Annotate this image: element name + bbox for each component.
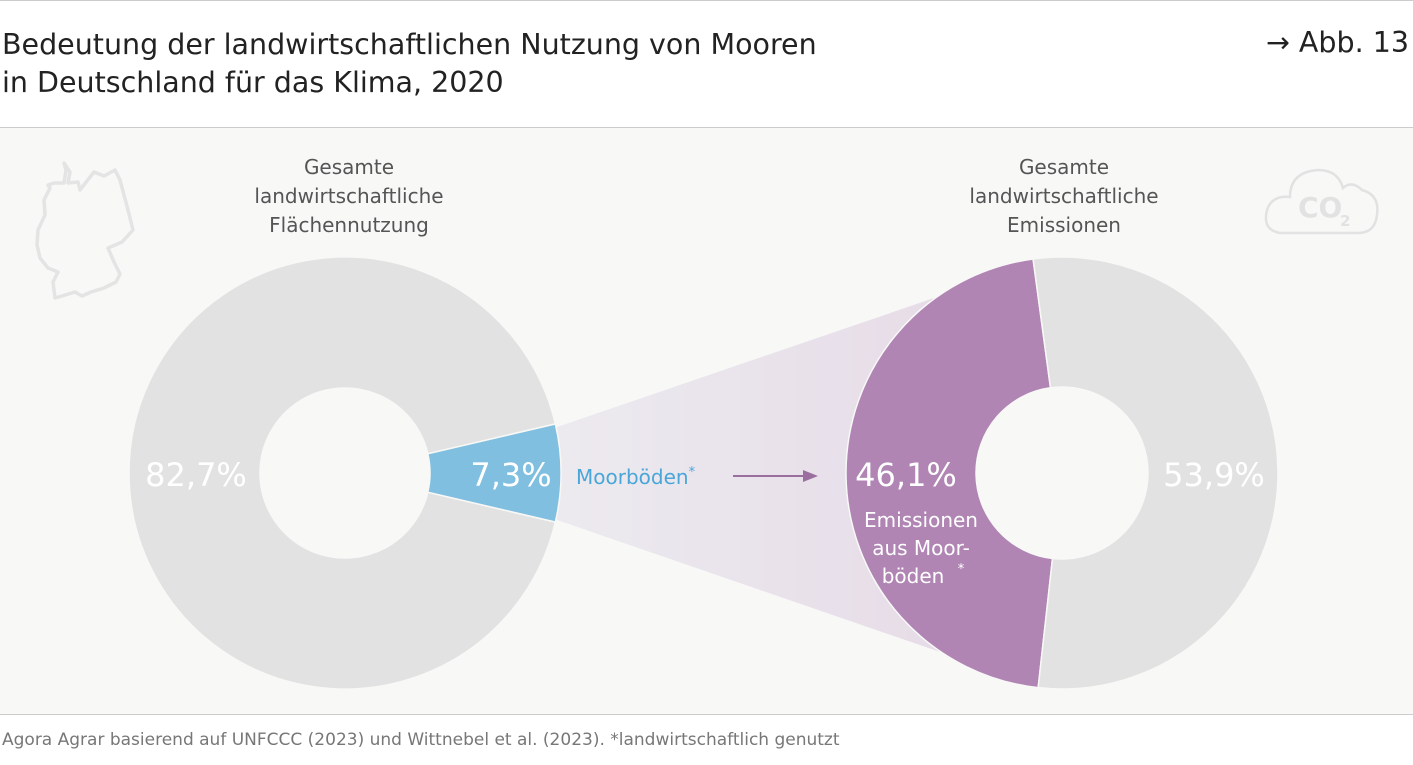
svg-text:CO: CO bbox=[1298, 191, 1342, 224]
value-label-gray-left: 82,7% bbox=[145, 456, 247, 494]
svg-text:Gesamte: Gesamte bbox=[304, 155, 394, 179]
svg-text:landwirtschaftliche: landwirtschaftliche bbox=[254, 184, 443, 208]
left-chart-title: Gesamte landwirtschaftliche Flächennutzu… bbox=[254, 155, 443, 237]
right-chart-title: Gesamte landwirtschaftliche Emissionen bbox=[969, 155, 1158, 237]
svg-text:böden: böden bbox=[882, 564, 945, 588]
svg-text:landwirtschaftliche: landwirtschaftliche bbox=[969, 184, 1158, 208]
svg-text:Flächennutzung: Flächennutzung bbox=[269, 213, 429, 237]
right-donut-slice-1 bbox=[1032, 256, 1279, 690]
svg-text:aus Moor-: aus Moor- bbox=[872, 536, 970, 560]
top-rule bbox=[0, 0, 1413, 1]
slice-label-moor-emissions: Emissionen aus Moor- böden * bbox=[864, 508, 978, 588]
source-note: Agora Agrar basierend auf UNFCCC (2023) … bbox=[2, 730, 840, 750]
value-label-gray-right: 53,9% bbox=[1163, 456, 1265, 494]
value-label-moor-area: 7,3% bbox=[470, 456, 551, 494]
svg-text:Emissionen: Emissionen bbox=[1007, 213, 1121, 237]
chart-title: Bedeutung der landwirtschaftlichen Nutzu… bbox=[2, 28, 817, 99]
figure-reference: → Abb. 13 bbox=[1265, 26, 1409, 59]
co2-cloud-icon: CO 2 bbox=[1264, 168, 1379, 235]
connector-label: Moorböden* bbox=[576, 465, 696, 489]
svg-text:Gesamte: Gesamte bbox=[1019, 155, 1109, 179]
svg-text:Emissionen: Emissionen bbox=[864, 508, 978, 532]
svg-text:2: 2 bbox=[1340, 212, 1350, 230]
arrow-head-icon bbox=[803, 470, 818, 482]
svg-text:*: * bbox=[958, 562, 965, 577]
right-donut-slice-0 bbox=[845, 258, 1054, 689]
left-donut-slice-1 bbox=[128, 256, 557, 690]
germany-map-icon bbox=[35, 161, 135, 300]
value-label-moor-emissions: 46,1% bbox=[855, 456, 957, 494]
